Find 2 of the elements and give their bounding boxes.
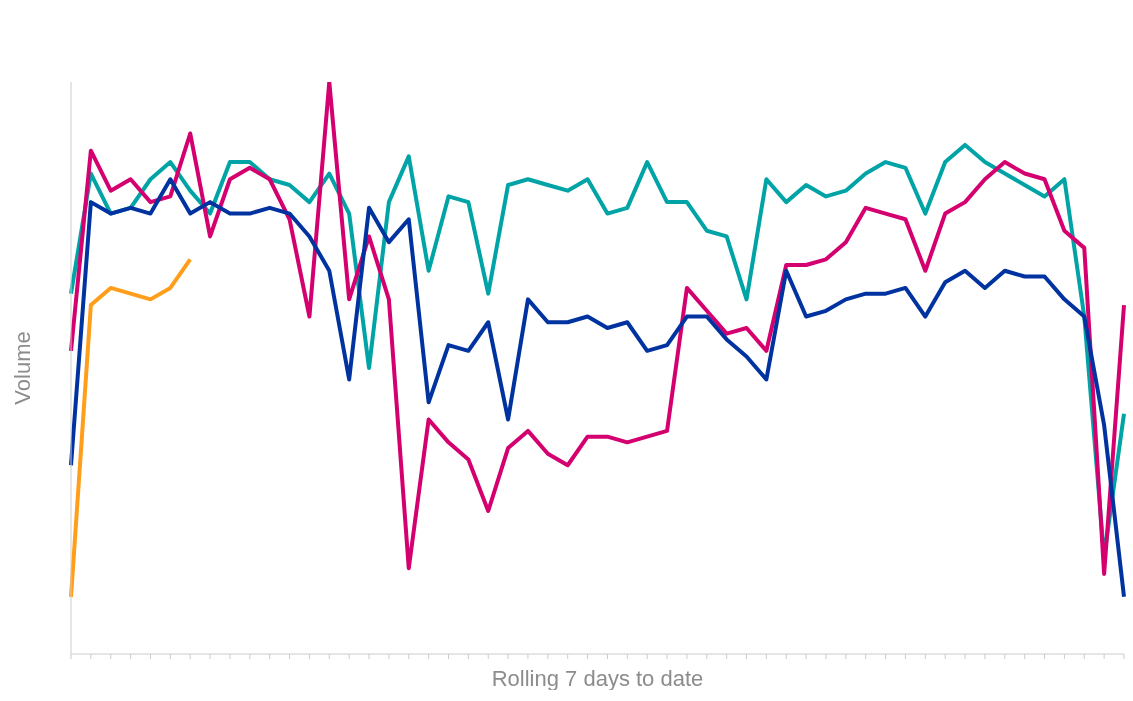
y-axis-title: Volume [9,331,35,405]
x-axis-title: Rolling 7 days to date [491,666,704,691]
